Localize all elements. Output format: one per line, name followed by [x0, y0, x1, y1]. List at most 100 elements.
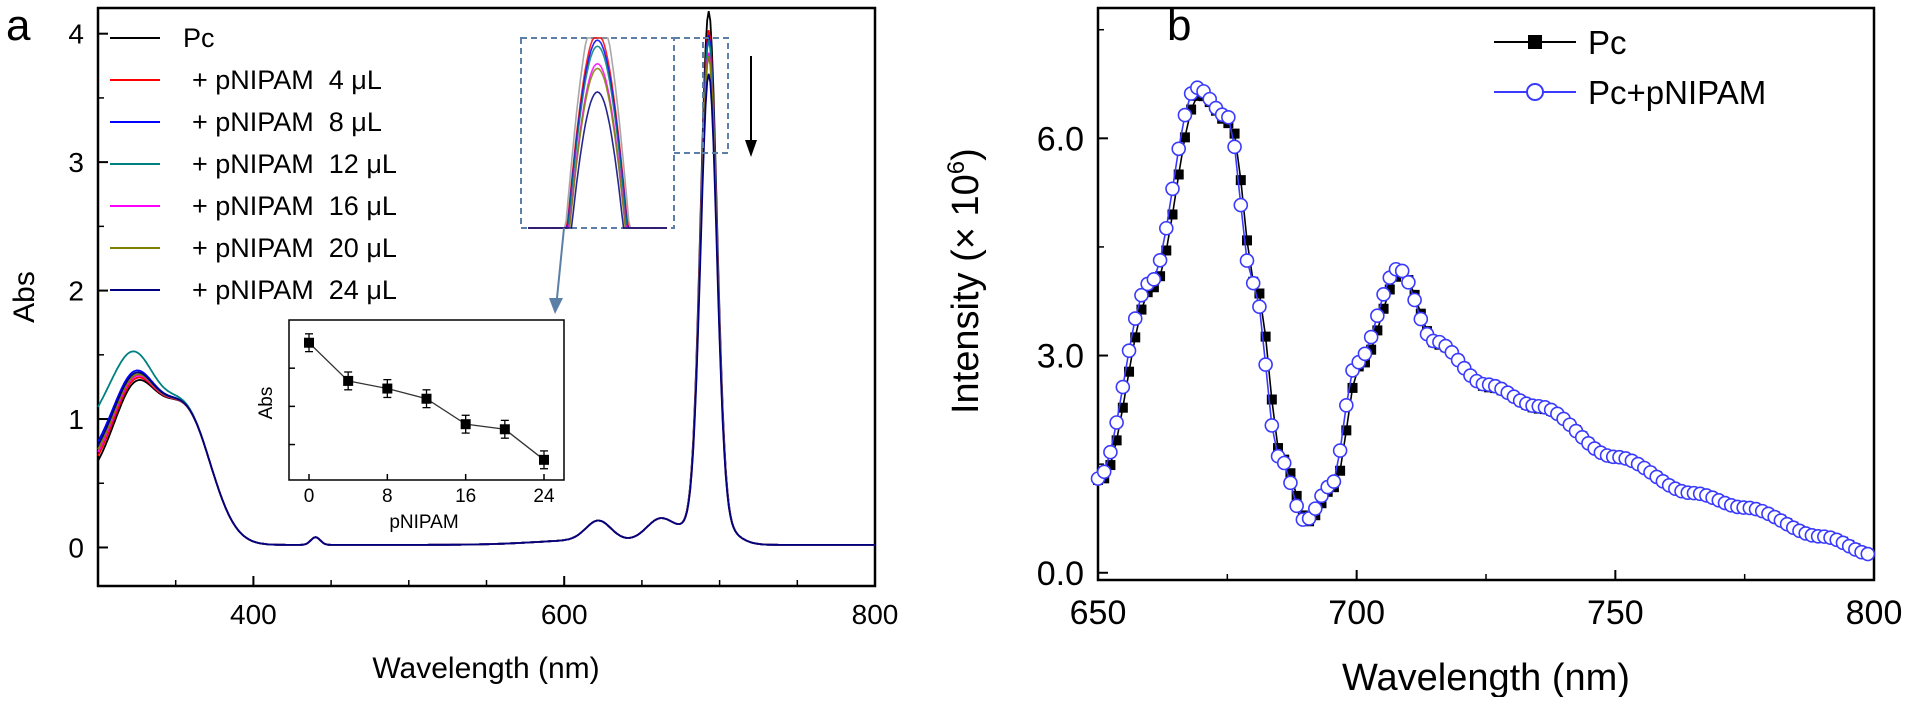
b-point-pc: [1173, 169, 1184, 180]
b-xtick-label: 700: [1328, 594, 1385, 632]
b-xtick-label: 650: [1070, 594, 1127, 632]
decrease-arrowhead: [745, 140, 757, 157]
a-curve-6: [97, 73, 875, 546]
b-point-pcpnipam: [1370, 308, 1385, 324]
b-point-pcpnipam: [1109, 415, 1124, 430]
b-point-pc: [1229, 128, 1240, 139]
b-point-pcpnipam: [1252, 299, 1267, 314]
a-ytick-label: 1: [68, 404, 84, 435]
b-point-pc: [1366, 344, 1377, 355]
b-point-pcpnipam: [1239, 253, 1255, 268]
panel-b-legend: Pc Pc+pNIPAM: [1494, 24, 1766, 111]
b-point-pc: [1316, 498, 1327, 509]
b-point-pcpnipam: [1258, 357, 1273, 372]
b-point-pc: [1285, 468, 1296, 479]
b-point-pcpnipam: [1860, 546, 1876, 562]
b-point-pcpnipam: [1158, 220, 1174, 236]
b-ytick-label: 0.0: [1037, 555, 1084, 593]
inset-xtick-label: 0: [304, 486, 315, 507]
b-point-pcpnipam: [1376, 287, 1391, 302]
b-point-pc: [1186, 104, 1197, 115]
b-point-pcpnipam: [1121, 343, 1137, 358]
b-point-pc: [1241, 235, 1252, 246]
b-point-pcpnipam: [1233, 197, 1249, 213]
b-point-pc: [1347, 382, 1358, 393]
b-point-pcpnipam: [1339, 398, 1354, 413]
b-point-pcpnipam: [1096, 464, 1112, 480]
legend-label-12ul: + pNIPAM 12 μL: [192, 149, 397, 179]
b-point-pcpnipam: [1171, 141, 1187, 157]
a-xtick-label: 600: [541, 599, 588, 630]
b-line-0: [1097, 95, 1869, 555]
legend-label-pc-b: Pc: [1588, 24, 1627, 61]
b-ytick-label: 3.0: [1037, 338, 1084, 376]
panel-b-x-label: Wavelength (nm): [1342, 657, 1630, 697]
b-point-pcpnipam: [1177, 107, 1193, 123]
panel-a-label: a: [6, 1, 31, 50]
ylabel-main: Intensity (× 10: [945, 174, 987, 414]
b-point-pcpnipam: [1245, 275, 1261, 291]
inset-xtick-label: 8: [382, 486, 393, 507]
b-point-pcpnipam: [1332, 443, 1348, 458]
a-ytick-label: 4: [68, 19, 84, 50]
a-ytick-label: 2: [68, 276, 84, 307]
b-point-pcpnipam: [1276, 455, 1292, 471]
peak-zoom-curves: [528, 37, 667, 229]
inset-point: [421, 393, 432, 404]
panel-b-y-label-text: Intensity (× 106): [943, 148, 987, 414]
a-xtick-label: 400: [230, 599, 277, 630]
inset-y-label: Abs: [256, 387, 277, 420]
b-point-pcpnipam: [1227, 139, 1242, 155]
b-xtick-label: 750: [1587, 594, 1644, 632]
inset-x-label: pNIPAM: [389, 512, 458, 533]
inset-point: [304, 337, 314, 348]
b-point-pc: [1266, 394, 1277, 405]
b-point-pcpnipam: [1221, 109, 1236, 125]
b-point-pc: [1291, 490, 1302, 501]
panel-a-legend: Pc + pNIPAM 4 μL + pNIPAM 8 μL + pNIPAM …: [110, 23, 397, 305]
legend-label-16ul: + pNIPAM 16 μL: [192, 191, 397, 221]
inset-point: [343, 375, 354, 386]
b-point-pcpnipam: [1152, 252, 1168, 268]
b-point-pc: [1117, 402, 1128, 413]
ylabel-exponent: 6: [943, 161, 970, 174]
b-point-pc: [1124, 366, 1135, 377]
legend-label-8ul: + pNIPAM 8 μL: [192, 107, 382, 137]
b-point-pc: [1130, 332, 1141, 343]
b-point-pc: [1105, 460, 1116, 471]
b-point-pcpnipam: [1146, 272, 1162, 287]
b-point-pc: [1341, 425, 1352, 436]
legend-marker-pc-b: [1528, 35, 1542, 49]
b-xtick-label: 800: [1846, 594, 1903, 632]
legend-label-4ul: + pNIPAM 4 μL: [192, 65, 382, 95]
b-point-pc: [1136, 304, 1147, 315]
ylabel-close: ): [945, 148, 987, 161]
inset-xtick-label: 16: [455, 486, 476, 507]
b-point-pcpnipam: [1289, 498, 1304, 514]
legend-label-20ul: + pNIPAM 20 μL: [192, 233, 397, 263]
b-point-pcpnipam: [1363, 329, 1379, 345]
inset-point: [460, 419, 471, 430]
b-point-pc: [1161, 245, 1172, 256]
peak-zoom-window: [520, 37, 675, 229]
b-point-pc: [1335, 465, 1346, 476]
b-point-pcpnipam: [1264, 418, 1280, 433]
b-point-pc: [1179, 132, 1190, 143]
panel-a-x-label: Wavelength (nm): [372, 652, 599, 685]
legend-marker-pcpnipam-b: [1526, 83, 1544, 101]
b-point-pcpnipam: [1165, 181, 1180, 197]
inset-xtick-label: 24: [533, 486, 555, 507]
b-point-pc: [1254, 288, 1265, 299]
panel-b-curves: [1090, 80, 1876, 562]
panel-a-y-label: Abs: [8, 271, 41, 323]
b-point-pcpnipam: [1394, 263, 1410, 279]
peak-zoom-box: [702, 37, 729, 154]
panel-a-curves: [97, 11, 875, 546]
b-point-pcpnipam: [1134, 287, 1149, 303]
inset-point: [539, 454, 549, 465]
b-point-pc: [1111, 435, 1122, 446]
b-point-pc: [1167, 209, 1178, 220]
panel-a-axis-ticks: 400 600 800 0 1 2 3 4: [68, 19, 898, 630]
a-ytick-label: 3: [68, 147, 84, 178]
